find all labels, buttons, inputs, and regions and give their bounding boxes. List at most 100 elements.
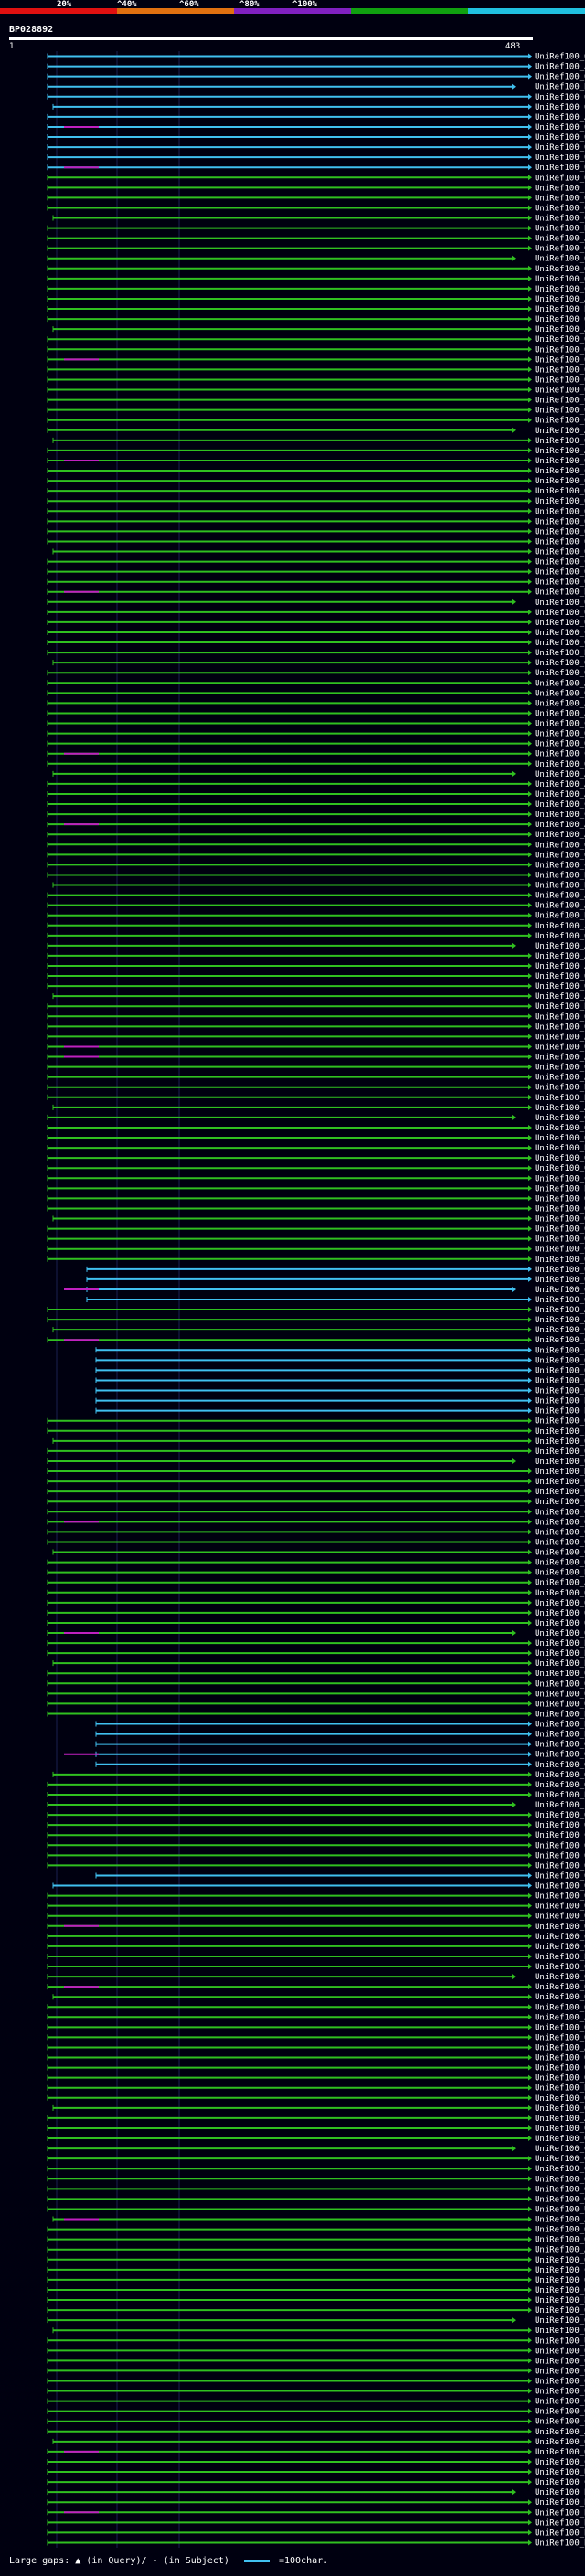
hit-name-label[interactable]: UniRef100_Q9SED1 — [535, 932, 585, 941]
hit-name-label[interactable]: UniRef100_Q94L77 — [535, 1973, 585, 1982]
hit-name-label[interactable]: UniRef100_C4P528 — [535, 285, 585, 294]
hit-name-label[interactable]: UniRef100_Q5ES90 — [535, 387, 585, 396]
hit-name-label[interactable]: UniRef100_C5MU46 — [535, 811, 585, 820]
hit-name-label[interactable]: UniRef100_Q05091 — [535, 194, 585, 203]
hit-name-label[interactable]: UniRef100_B3GPL2 — [535, 588, 585, 598]
hit-name-label[interactable]: UniRef100_B7UBJ4 — [535, 225, 585, 234]
hit-name-label[interactable]: UniRef100_B2CZ12 — [535, 1184, 585, 1193]
hit-name-label[interactable]: UniRef100_Q94L86 — [535, 1963, 585, 1972]
hit-name-label[interactable]: UniRef100_Q22522 — [535, 275, 585, 284]
hit-name-label[interactable]: UniRef100_Q94L49 — [535, 1903, 585, 1912]
hit-name-label[interactable]: UniRef100_Q8W3Y1 — [535, 407, 585, 416]
hit-name-label[interactable]: UniRef100_Q6H170 — [535, 1599, 585, 1608]
hit-name-label[interactable]: UniRef100_B9N6W9 — [535, 1084, 585, 1093]
hit-name-label[interactable]: UniRef100_Q8LJ55 — [535, 730, 585, 739]
hit-name-label[interactable]: UniRef100_Q82438 — [535, 1154, 585, 1163]
hit-name-label[interactable]: UniRef100_Q94L67 — [535, 2286, 585, 2295]
hit-name-label[interactable]: UniRef100_Q9LH52 — [535, 2175, 585, 2184]
hit-name-label[interactable]: UniRef100_Q94L97 — [535, 2064, 585, 2073]
hit-name-label[interactable]: UniRef100_Q93VU6 — [535, 1983, 585, 1992]
hit-name-label[interactable]: UniRef100_Q4PJV7 — [535, 397, 585, 406]
hit-name-label[interactable]: UniRef100_Q5EDH1 — [535, 143, 585, 153]
hit-name-label[interactable]: UniRef100_C5NQ07 — [535, 750, 585, 759]
hit-name-label[interactable]: UniRef100_Q2P9W7 — [535, 1609, 585, 1618]
hit-name-label[interactable]: UniRef100_Q94L93 — [535, 2054, 585, 2063]
hit-name-label[interactable]: UniRef100_Q94L80 — [535, 1276, 585, 1285]
hit-name-label[interactable]: UniRef100_Q93VH3 — [535, 2155, 585, 2164]
hit-name-label[interactable]: UniRef100_Q6H172 — [535, 2256, 585, 2265]
hit-name-label[interactable]: UniRef100_C0P3T1 — [535, 2478, 585, 2487]
hit-name-label[interactable]: UniRef100_Q5EDH6 — [535, 123, 585, 133]
hit-name-label[interactable]: UniRef100_Q9W3Q7 — [535, 335, 585, 345]
hit-name-label[interactable]: UniRef100_Q94L63 — [535, 1861, 585, 1871]
hit-name-label[interactable]: UniRef100_A9YBZ6 — [535, 922, 585, 931]
hit-name-label[interactable]: UniRef100_Q94L81 — [535, 1629, 585, 1638]
hit-name-label[interactable]: UniRef100_Q8N903 — [535, 1417, 585, 1426]
hit-name-label[interactable]: UniRef100_A1YVE8 — [535, 2428, 585, 2437]
hit-name-label[interactable]: UniRef100_A7PWB1 — [535, 790, 585, 800]
hit-name-label[interactable]: UniRef100_Q7Z866 — [535, 245, 585, 254]
hit-name-label[interactable]: UniRef100_Q94L92 — [535, 2226, 585, 2235]
hit-name-label[interactable]: UniRef100_Q6R8F7 — [535, 1376, 585, 1385]
hit-name-label[interactable]: UniRef100_B7Z178 — [535, 1144, 585, 1153]
hit-name-label[interactable]: UniRef100_Q8W3Y0 — [535, 417, 585, 426]
hit-name-label[interactable]: UniRef100_B5KV18 — [535, 1791, 585, 1800]
hit-name-label[interactable]: UniRef100_Q75M20 — [535, 1619, 585, 1628]
hit-name-label[interactable]: UniRef100_Q9M519 — [535, 599, 585, 608]
hit-name-label[interactable]: UniRef100_Q2FD34 — [535, 1023, 585, 1032]
hit-name-label[interactable]: UniRef100_Q5EDG9 — [535, 1194, 585, 1203]
hit-name-label[interactable]: UniRef100_P35334 — [535, 1427, 585, 1436]
hit-name-label[interactable]: UniRef100_Q5CIP5 — [535, 457, 585, 466]
hit-name-label[interactable]: UniRef100_B6S2N4 — [535, 2488, 585, 2497]
hit-name-label[interactable]: UniRef100_B9N4T4 — [535, 1731, 585, 1740]
hit-name-label[interactable]: UniRef100_Q5EDG6 — [535, 1256, 585, 1265]
hit-name-label[interactable]: UniRef100_Q94L99 — [535, 1841, 585, 1850]
hit-name-label[interactable]: UniRef100_Q94L52 — [535, 1498, 585, 1507]
hit-name-label[interactable]: UniRef100_Q94L48 — [535, 1771, 585, 1780]
hit-name-label[interactable]: UniRef100_Q94L43 — [535, 1518, 585, 1527]
hit-name-label[interactable]: UniRef100_A7L8C8 — [535, 1074, 585, 1083]
hit-name-label[interactable]: UniRef100_Q94L40 — [535, 1549, 585, 1558]
hit-name-label[interactable]: UniRef100_B3GN12 — [535, 1094, 585, 1103]
hit-name-label[interactable]: UniRef100_A7QZV2 — [535, 235, 585, 244]
hit-name-label[interactable]: UniRef100_Q4VD48 — [535, 154, 585, 163]
hit-name-label[interactable]: UniRef100_C3YY46 — [535, 861, 585, 870]
hit-name-label[interactable]: UniRef100_A7QYF8 — [535, 427, 585, 436]
hit-name-label[interactable]: UniRef100_A4Z5L2 — [535, 295, 585, 304]
hit-name-label[interactable]: UniRef100_Q64407 — [535, 548, 585, 557]
hit-name-label[interactable]: UniRef100_Q8LJS4 — [535, 972, 585, 981]
hit-name-label[interactable]: UniRef100_Q8W3U5 — [535, 345, 585, 355]
hit-name-label[interactable]: UniRef100_Q7Z867 — [535, 174, 585, 183]
hit-name-label[interactable]: UniRef100_Q7Z8Q5 — [535, 204, 585, 213]
hit-name-label[interactable]: UniRef100_A9YBY6 — [535, 447, 585, 456]
hit-name-label[interactable]: UniRef100_A6AAQ5 — [535, 2013, 585, 2022]
hit-name-label[interactable]: UniRef100_B3ZCQ4 — [535, 649, 585, 658]
hit-name-label[interactable]: UniRef100_A9ZSN7 — [535, 780, 585, 790]
hit-name-label[interactable]: UniRef100_Q4N095 — [535, 1326, 585, 1335]
hit-name-label[interactable]: UniRef100_Q6RFU5 — [535, 1043, 585, 1052]
hit-name-label[interactable]: UniRef100_C3VX47 — [535, 558, 585, 567]
hit-name-label[interactable]: UniRef100_Q02988 — [535, 609, 585, 618]
hit-name-label[interactable]: UniRef100_Q64460 — [535, 740, 585, 749]
hit-name-label[interactable]: UniRef100_Q94L54 — [535, 2398, 585, 2407]
hit-name-label[interactable]: UniRef100_C5YY23 — [535, 1174, 585, 1183]
hit-name-label[interactable]: UniRef100_C3VX44 — [535, 720, 585, 729]
hit-name-label[interactable]: UniRef100_A7Q8W7 — [535, 2216, 585, 2225]
hit-name-label[interactable]: UniRef100_B5KV19 — [535, 1397, 585, 1406]
hit-name-label[interactable]: UniRef100_Q9SED2 — [535, 1064, 585, 1073]
hit-name-label[interactable]: UniRef100_A4GRE2 — [535, 113, 585, 122]
hit-name-label[interactable]: UniRef100_Q94L74 — [535, 1670, 585, 1679]
hit-name-label[interactable]: UniRef100_Q93VS1 — [535, 2003, 585, 2012]
hit-name-label[interactable]: UniRef100_B9N4T5 — [535, 2084, 585, 2094]
hit-name-label[interactable]: UniRef100_Q38895 — [535, 507, 585, 516]
hit-name-label[interactable]: UniRef100_A0AAQ3 — [535, 1316, 585, 1325]
hit-name-label[interactable]: UniRef100_C5YY22 — [535, 1246, 585, 1255]
hit-name-label[interactable]: UniRef100_B3YI22 — [535, 871, 585, 880]
hit-name-label[interactable]: UniRef100_Q5EDH3 — [535, 1164, 585, 1173]
hit-name-label[interactable]: UniRef100_Q94L59 — [535, 1589, 585, 1598]
hit-name-label[interactable]: UniRef100_Q9M7E7 — [535, 2347, 585, 2356]
hit-name-label[interactable]: UniRef100_B6VBZ6 — [535, 882, 585, 891]
hit-name-label[interactable]: UniRef100_B5KV20 — [535, 1569, 585, 1578]
hit-name-label[interactable]: UniRef100_B6THK5 — [535, 2498, 585, 2507]
hit-name-label[interactable]: UniRef100_Q94L42 — [535, 1528, 585, 1537]
